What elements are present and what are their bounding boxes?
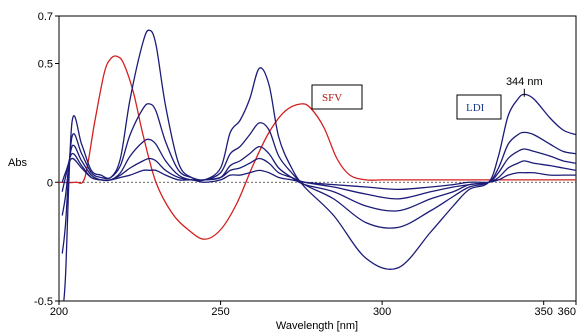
ldi-label: LDI: [466, 102, 485, 114]
ldi-label-box: [456, 94, 502, 120]
y-tick-label: 0.7: [38, 11, 53, 23]
series-line-2: [61, 103, 576, 254]
y-axis-label: Abs: [8, 157, 27, 169]
x-tick-label: 300: [373, 306, 391, 318]
series-line-sfv: [59, 55, 576, 240]
sfv-label-box: [311, 84, 363, 110]
sfv-label: SFV: [322, 92, 342, 104]
series-line-4: [61, 152, 576, 200]
series-line-5: [61, 157, 576, 191]
peak-annotation: 344 nm: [506, 76, 543, 88]
annotations: 344 nm: [506, 76, 543, 97]
plot-frame: [58, 15, 577, 302]
y-tick-label: 0: [47, 177, 53, 189]
x-axis-label: Wavelength [nm]: [276, 320, 358, 332]
y-tick-label: 0.5: [38, 59, 53, 71]
x-tick-label: 250: [211, 306, 229, 318]
y-tick-label: -0.5: [34, 296, 53, 308]
x-tick-label: 200: [50, 306, 68, 318]
series-layer: [59, 29, 576, 301]
x-tick-label: 360: [558, 306, 576, 318]
axis-ticks: 200 250 300 350 360 0.7 0.5 0 -0.5: [34, 11, 577, 318]
x-tick-label: 350: [535, 306, 553, 318]
